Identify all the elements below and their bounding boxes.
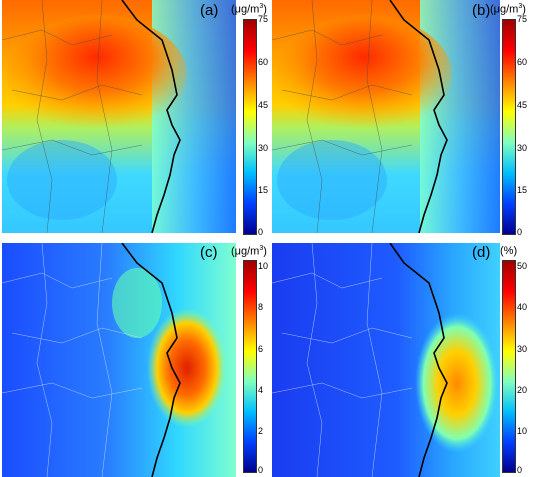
unit-label-b: (μg/m3) xyxy=(490,3,526,16)
colorbar-tick: 2 xyxy=(258,426,264,436)
colorbar-tick: 10 xyxy=(258,261,269,271)
panel-label-d: (d) xyxy=(472,244,491,261)
colorbar-tick: 30 xyxy=(258,143,269,153)
province-borders xyxy=(272,0,413,233)
panel-label-c: (c) xyxy=(200,244,218,261)
sea-field xyxy=(420,0,500,233)
hotspot-south xyxy=(277,140,387,220)
colorbar-tick: 75 xyxy=(517,14,528,24)
colorbar-tick: 8 xyxy=(258,302,264,312)
colorbar-tick: 0 xyxy=(517,465,523,475)
colorbar-tick: 60 xyxy=(258,57,269,67)
colorbar-tick: 50 xyxy=(517,261,528,271)
panel-label-b: (b) xyxy=(472,2,491,19)
colorbar-tick: 0 xyxy=(258,227,264,237)
colorbar-tick: 45 xyxy=(517,100,528,110)
colorbar-a xyxy=(243,19,257,235)
hotspot-coastal xyxy=(147,308,227,428)
colorbar-tick: 0 xyxy=(258,465,264,475)
colorbar-tick: 15 xyxy=(258,185,269,195)
map-b-svg xyxy=(272,0,500,233)
colorbar-tick: 40 xyxy=(517,302,528,312)
hotspot-north xyxy=(276,15,452,135)
colorbar-d xyxy=(502,260,516,473)
plume-offshore xyxy=(415,313,499,453)
coastline xyxy=(389,0,448,233)
coastline xyxy=(389,243,448,477)
map-d xyxy=(272,243,500,477)
colorbar-tick: 4 xyxy=(258,385,264,395)
colorbar-tick: 75 xyxy=(258,14,269,24)
colorbar-c xyxy=(243,260,257,473)
map-c xyxy=(2,243,236,477)
colorbar-tick: 60 xyxy=(517,57,528,67)
coastline xyxy=(121,243,181,477)
province-borders xyxy=(272,243,413,477)
hotspot-north xyxy=(7,15,187,135)
colorbar-tick: 45 xyxy=(258,100,269,110)
unit-label-a: (μg/m3) xyxy=(231,3,267,16)
hotspot-north xyxy=(112,268,162,338)
colorbar-tick: 30 xyxy=(517,344,528,354)
colorbar-tick: 15 xyxy=(517,185,528,195)
coastline xyxy=(121,0,181,233)
colorbar-tick: 0 xyxy=(517,227,523,237)
map-a xyxy=(2,0,236,233)
colorbar-b xyxy=(502,19,516,235)
colorbar-tick: 6 xyxy=(258,344,264,354)
map-b xyxy=(272,0,500,233)
colorbar-tick: 30 xyxy=(517,143,528,153)
province-borders xyxy=(2,243,143,477)
map-a-svg xyxy=(2,0,236,233)
colorbar-tick: 10 xyxy=(517,426,528,436)
hotspot-south xyxy=(7,140,117,220)
unit-label-d: (%) xyxy=(500,245,518,257)
map-c-svg xyxy=(2,243,236,477)
panel-label-a: (a) xyxy=(200,2,219,19)
map-d-svg xyxy=(272,243,500,477)
unit-label-c: (μg/m3) xyxy=(231,245,267,258)
province-borders xyxy=(2,0,143,233)
colorbar-tick: 20 xyxy=(517,385,528,395)
sea-field xyxy=(152,0,236,233)
